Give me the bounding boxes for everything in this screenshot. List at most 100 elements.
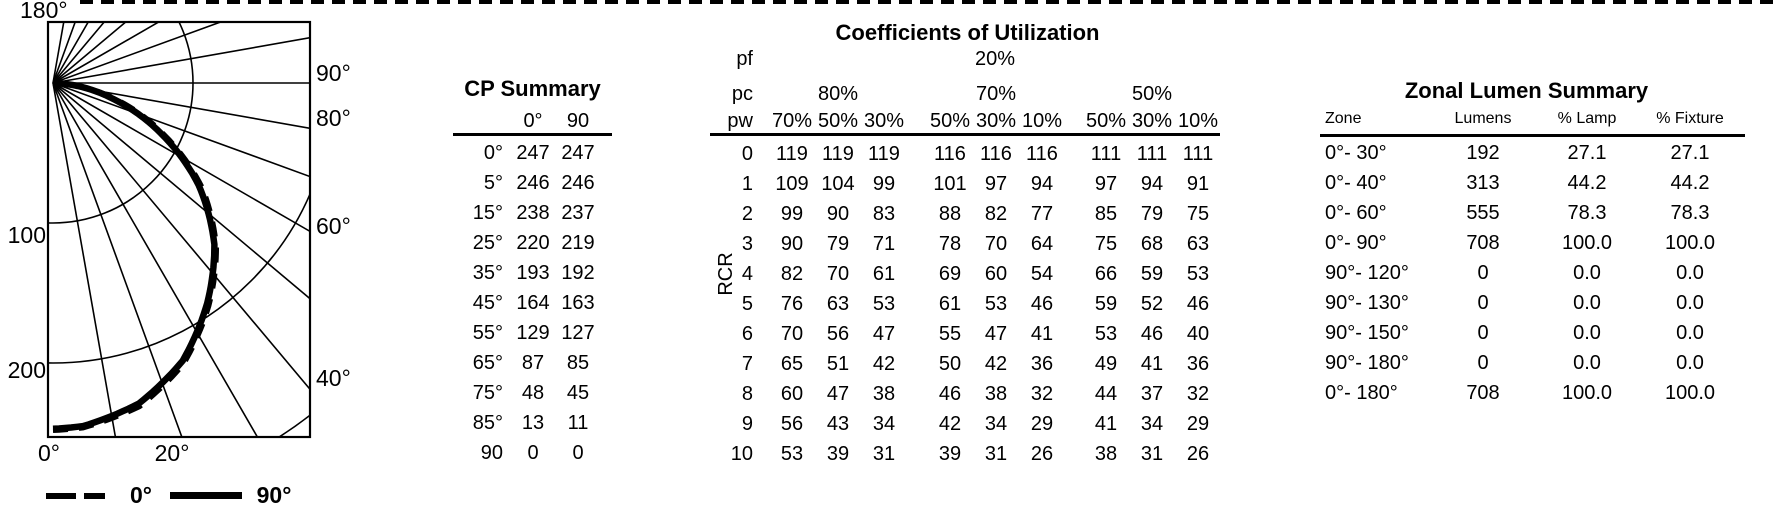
cu-cell: 61 <box>872 263 896 285</box>
cu-cell: 51 <box>826 353 850 375</box>
pc-value: 70% <box>975 83 1017 105</box>
cu-cell: 111 <box>1136 143 1168 165</box>
cu-cell: 50 <box>938 353 962 375</box>
angle-grid-line <box>52 82 310 391</box>
fixture-col-header: % Fixture <box>1656 110 1724 127</box>
cu-cell: 76 <box>780 293 804 315</box>
cp-col-0: 0° <box>523 110 543 132</box>
rcr-cell: 5 <box>741 293 753 315</box>
pct-fixture-cell: 78.3 <box>1670 202 1710 224</box>
table-row: 5 76 63 53 61 53 46 59 52 46 <box>710 293 1225 323</box>
table-row: 45° 164 163 <box>453 292 612 322</box>
lumens-cell: 0 <box>1477 292 1489 314</box>
cu-cell: 56 <box>780 413 804 435</box>
table-row: 3 90 79 71 78 70 64 75 68 63 <box>710 233 1225 263</box>
pct-lamp-cell: 0.0 <box>1573 352 1601 374</box>
table-row: 0° 247 247 <box>453 142 612 172</box>
cu-cell: 32 <box>1030 383 1054 405</box>
cu-cell: 43 <box>826 413 850 435</box>
cu-cell: 91 <box>1186 173 1210 195</box>
cu-cell: 75 <box>1094 233 1118 255</box>
cu-cell: 47 <box>872 323 896 345</box>
cu-cell: 70 <box>984 233 1008 255</box>
lumens-cell: 708 <box>1466 382 1500 404</box>
cu-cell: 85 <box>1094 203 1118 225</box>
angle-cell: 75° <box>472 382 503 404</box>
rcr-cell: 7 <box>741 353 753 375</box>
cu-cell: 40 <box>1186 323 1210 345</box>
cp-90deg-cell: 85 <box>566 352 590 374</box>
lumens-col-header: Lumens <box>1454 110 1512 127</box>
dashed-line-swatch <box>84 493 105 499</box>
table-row: 90°- 180° 0 0.0 0.0 <box>1320 352 1745 382</box>
angle-label-bottom: 0° <box>38 440 60 466</box>
cu-cell: 29 <box>1186 413 1210 435</box>
angle-grid-line <box>52 22 77 84</box>
angle-grid-line <box>52 22 161 84</box>
cu-cell: 116 <box>934 143 966 165</box>
table-row: 75° 48 45 <box>453 382 612 412</box>
cu-cell: 26 <box>1030 443 1054 465</box>
cu-cell: 119 <box>822 143 854 165</box>
cp-0deg-cell: 0 <box>527 442 539 464</box>
pw-value: 50% <box>817 110 859 132</box>
pw-value: 30% <box>1131 110 1173 132</box>
pf-label: pf <box>736 48 753 70</box>
cu-cell: 54 <box>1030 263 1054 285</box>
legend-label-0deg: 0° <box>130 482 152 508</box>
pct-fixture-cell: 0.0 <box>1676 352 1704 374</box>
angle-label-right: 90° <box>316 60 351 86</box>
cp-90deg-cell: 45 <box>566 382 590 404</box>
angle-cell: 65° <box>472 352 503 374</box>
angle-label-180: 180° <box>20 0 68 23</box>
table-row: 55° 129 127 <box>453 322 612 352</box>
cp-90deg-cell: 219 <box>561 232 595 254</box>
angle-label-right: 60° <box>316 213 351 239</box>
cu-cell: 37 <box>1140 383 1164 405</box>
cu-cell: 53 <box>1094 323 1118 345</box>
cu-cell: 38 <box>984 383 1008 405</box>
cu-cell: 46 <box>1186 293 1210 315</box>
cu-cell: 36 <box>1186 353 1210 375</box>
zone-col-header: Zone <box>1325 110 1362 127</box>
candela-curve-90deg <box>52 79 218 433</box>
cu-cell: 53 <box>984 293 1008 315</box>
table-row: 90 0 0 <box>453 442 612 472</box>
angle-cell: 35° <box>472 262 503 284</box>
cp-90deg-cell: 0 <box>572 442 584 464</box>
cp-summary-body: 0° 247 247 5° 246 246 15° 238 237 25° 220 219 35° 193… <box>453 142 612 472</box>
cu-cell: 32 <box>1186 383 1210 405</box>
cu-cell: 116 <box>980 143 1012 165</box>
cu-cell: 82 <box>780 263 804 285</box>
zone-cell: 90°- 130° <box>1325 292 1409 314</box>
cu-cell: 66 <box>1094 263 1118 285</box>
cp-0deg-cell: 87 <box>521 352 545 374</box>
cou-pw-row: pw 70% 50% 30% 50% 30% 10% 50% 30% 10% <box>710 110 1225 134</box>
cu-cell: 36 <box>1030 353 1054 375</box>
zonal-body: 0°- 30° 192 27.1 27.1 0°- 40° 313 44.2 44.2 0°- … <box>1320 142 1745 412</box>
pct-lamp-cell: 27.1 <box>1567 142 1607 164</box>
angle-cell: 25° <box>472 232 503 254</box>
cp-90deg-cell: 247 <box>561 142 595 164</box>
zone-cell: 90°- 150° <box>1325 322 1409 344</box>
pct-fixture-cell: 44.2 <box>1670 172 1710 194</box>
zone-cell: 0°- 90° <box>1325 232 1387 254</box>
lumens-cell: 0 <box>1477 352 1489 374</box>
table-row: 85° 13 11 <box>453 412 612 442</box>
lumens-cell: 192 <box>1466 142 1500 164</box>
cu-cell: 29 <box>1030 413 1054 435</box>
solid-line-swatch <box>170 492 242 499</box>
cu-cell: 119 <box>776 143 808 165</box>
pw-value: 10% <box>1177 110 1219 132</box>
pc-label: pc <box>731 83 753 105</box>
angle-cell: 55° <box>472 322 503 344</box>
cu-cell: 79 <box>826 233 850 255</box>
cu-cell: 99 <box>780 203 804 225</box>
zone-cell: 0°- 180° <box>1325 382 1398 404</box>
cu-cell: 53 <box>1186 263 1210 285</box>
cu-cell: 46 <box>1140 323 1164 345</box>
cu-cell: 101 <box>933 173 967 195</box>
cu-cell: 63 <box>826 293 850 315</box>
table-row: 0 119 119 119 116 116 116 111 111 111 <box>710 143 1225 173</box>
